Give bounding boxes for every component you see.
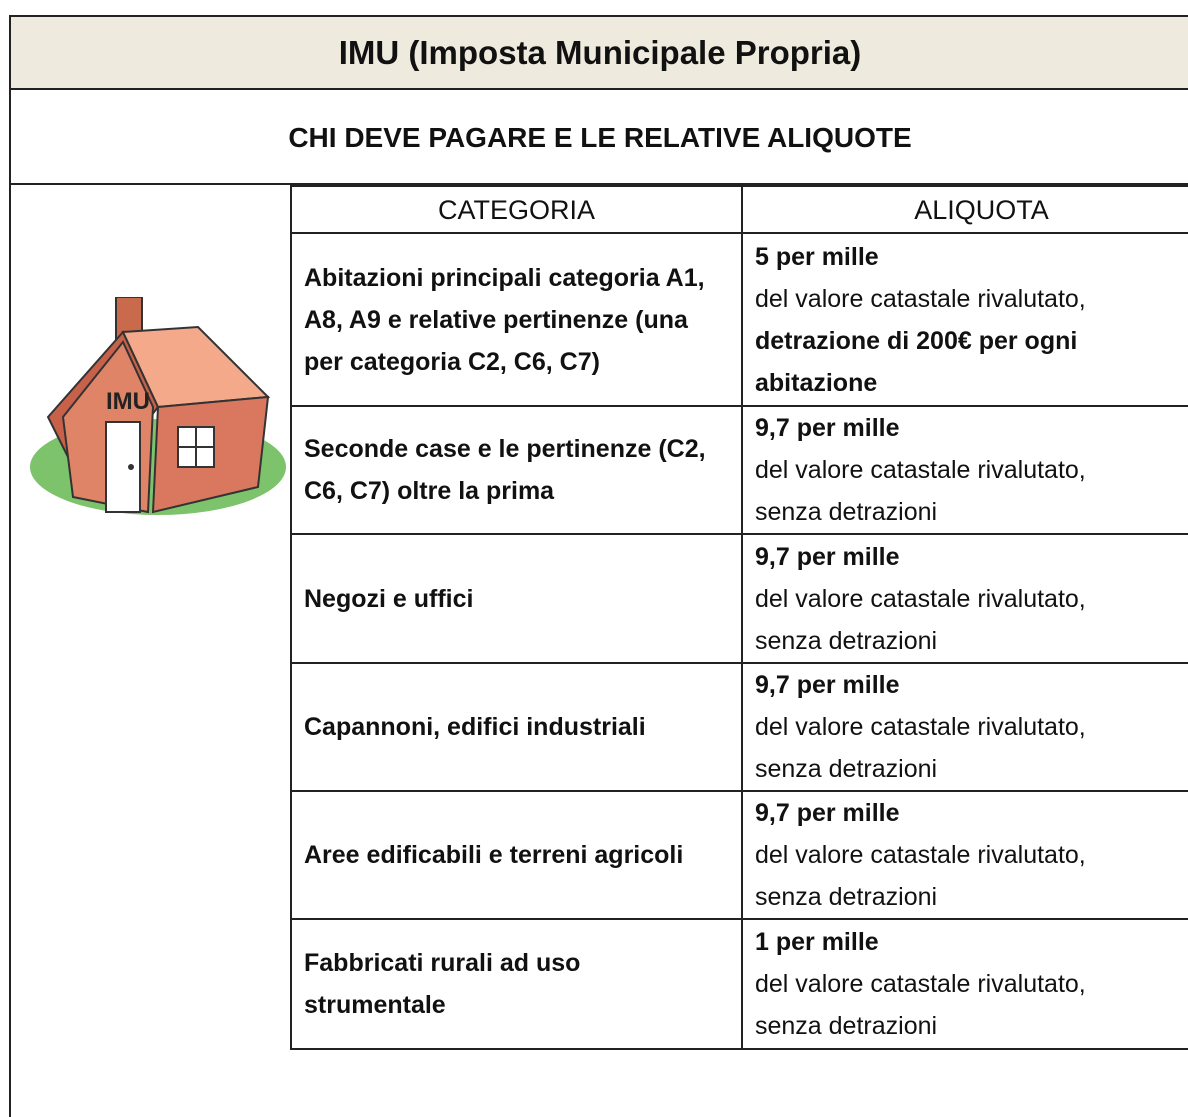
rate-detail: senza detrazioni [755, 626, 938, 655]
subtitle: CHI DEVE PAGARE E LE RELATIVE ALIQUOTE [11, 92, 1188, 185]
title: IMU (Imposta Municipale Propria) [11, 17, 1188, 90]
table-row: Aree edificabili e terreni agricoli 9,7 p… [290, 790, 1188, 920]
category-cell: Seconde case e le pertinenze (C2, C6, C7… [290, 405, 743, 535]
rate-detail: senza detrazioni [755, 1012, 938, 1040]
rate: 9,7 per mille [755, 671, 900, 699]
rate-detail: senza detrazioni [755, 883, 938, 911]
rate: 9,7 per mille [755, 542, 900, 571]
rate: 1 per mille [755, 928, 879, 956]
rate-text: del valore catastale rivalutato, [755, 456, 1086, 484]
rates-table: CATEGORIA ALIQUOTA Abitazioni principali… [290, 185, 1188, 1050]
house-icon: IMU [30, 297, 286, 515]
rate: 5 per mille [755, 242, 879, 271]
rate-cell: 9,7 per mille del valore catastale rivalu… [741, 790, 1188, 920]
rate-text: del valore catastale rivalutato, [755, 970, 1086, 998]
document-frame: IMU (Imposta Municipale Propria) CHI DEV… [9, 15, 1188, 1117]
category-cell: Fabbricati rurali ad uso strumentale [290, 918, 743, 1050]
category-cell: Abitazioni principali categoria A1, A8, … [290, 232, 743, 407]
rate-detail: senza detrazioni [755, 755, 938, 783]
column-header: CATEGORIA [290, 185, 743, 234]
column-header: ALIQUOTA [741, 185, 1188, 234]
rate: 9,7 per mille [755, 414, 900, 442]
rate-cell: 9,7 per mille del valore catastale rivalu… [741, 405, 1188, 535]
category-cell: Aree edificabili e terreni agricoli [290, 790, 743, 920]
rate-note: detrazione di 200€ per ogni abitazione [755, 326, 1078, 397]
rate-cell: 9,7 per mille del valore catastale rivalu… [741, 662, 1188, 792]
table-body: Abitazioni principali categoria A1, A8, … [290, 232, 1188, 1050]
table-row: Seconde case e le pertinenze (C2, C6, C7… [290, 405, 1188, 535]
rate: 9,7 per mille [755, 799, 900, 827]
rate-text: del valore catastale rivalutato, [755, 841, 1086, 869]
table-row: Abitazioni principali categoria A1, A8, … [290, 232, 1188, 407]
rate-cell: 9,7 per mille del valore catastale rivalu… [741, 533, 1188, 664]
rate-detail: senza detrazioni [755, 498, 938, 526]
rate-text: del valore catastale rivalutato, [755, 284, 1086, 313]
rate-cell: 5 per mille del valore catastale rivaluta… [741, 232, 1188, 407]
header-row: CATEGORIA ALIQUOTA [290, 185, 1188, 234]
page: IMU (Imposta Municipale Propria) CHI DEV… [9, 15, 1188, 1117]
category-cell: Capannoni, edifici industriali [290, 662, 743, 792]
house-label: IMU [106, 388, 150, 415]
table-row: Negozi e uffici 9,7 per mille del valore c… [290, 533, 1188, 664]
rate-text: del valore catastale rivalutato, [755, 584, 1086, 613]
category-cell: Negozi e uffici [290, 533, 743, 664]
rate-cell: 1 per mille del valore catastale rivaluta… [741, 918, 1188, 1050]
table-row: Capannoni, edifici industriali 9,7 per mi… [290, 662, 1188, 792]
rate-text: del valore catastale rivalutato, [755, 713, 1086, 741]
table-row: Fabbricati rurali ad uso strumentale 1 pe… [290, 918, 1188, 1050]
